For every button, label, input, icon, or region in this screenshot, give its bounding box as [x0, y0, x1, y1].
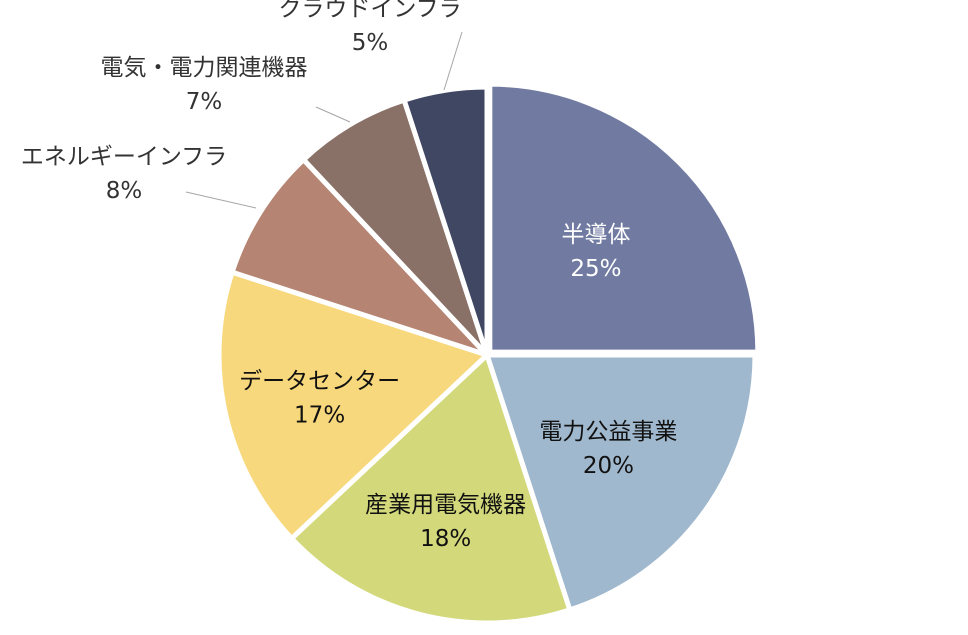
pie-slice — [487, 81, 761, 355]
leader-line — [185, 191, 257, 209]
pie-slices — [216, 81, 761, 626]
slice-value-label: 8% — [106, 178, 143, 204]
leader-lines — [185, 31, 463, 209]
slice-category-label: 半導体 — [561, 222, 630, 248]
slice-category-label: 産業用電気機器 — [365, 492, 526, 518]
slice-labels: 半導体 25% 電力公益事業 20% 産業用電気機器 18% データセンター 17% エネルギー… — [21, 0, 678, 552]
slice-value-label: 17% — [294, 402, 345, 428]
leader-line — [443, 31, 463, 91]
slice-value-label: 7% — [186, 89, 223, 115]
slice-value-label: 20% — [583, 453, 634, 479]
pie-slice — [228, 156, 489, 358]
slice-value-label: 18% — [420, 526, 471, 552]
pie-slice — [401, 84, 490, 356]
pie-slice — [288, 350, 573, 626]
slice-value-label: 25% — [570, 256, 621, 282]
pie-slice — [216, 269, 492, 542]
slice-category-label: エネルギーインフラ — [21, 144, 227, 170]
slice-category-label: 電力公益事業 — [539, 419, 677, 445]
pie-slice — [483, 352, 758, 614]
slice-category-label: クラウドインフラ — [278, 0, 461, 22]
slice-value-label: 5% — [352, 30, 389, 56]
leader-line — [315, 106, 351, 123]
slice-category-label: 電気・電力関連機器 — [101, 55, 308, 81]
slice-category-label: データセンター — [239, 368, 400, 394]
